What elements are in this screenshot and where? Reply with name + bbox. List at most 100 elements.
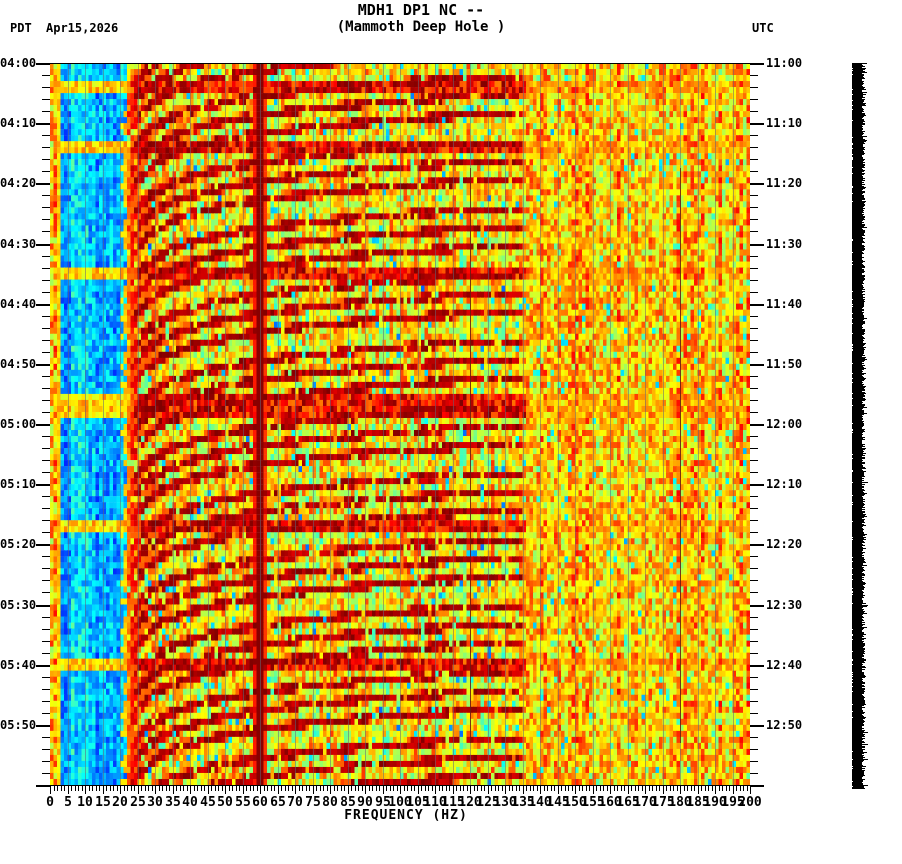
y-tick-right [750,352,758,353]
y-tick-right [750,556,758,557]
y-tick-right [750,713,758,714]
left-time-label: 04:40 [0,297,37,311]
y-tick-left [42,135,50,136]
right-time-label: 12:30 [766,598,803,612]
x-tick [449,785,450,791]
y-tick-right [750,580,758,581]
x-tick [729,785,730,791]
x-tick [292,785,293,791]
x-tick [400,785,401,794]
x-tick [715,785,716,794]
x-tick [218,785,219,791]
x-tick-label: 170 [633,795,657,810]
left-time-label: 05:00 [0,417,37,431]
x-tick [236,785,237,791]
x-tick [204,785,205,791]
y-tick-left [36,364,50,366]
x-tick [582,785,583,791]
x-tick [418,785,419,794]
x-tick [673,785,674,791]
y-tick-left [42,316,50,317]
x-tick [155,785,156,794]
y-tick-left [42,75,50,76]
x-tick-label: 95 [375,795,391,810]
x-tick [376,785,377,791]
y-tick-right [750,87,758,88]
x-tick [54,785,55,791]
x-tick [113,785,114,791]
date-label: Apr15,2026 [46,21,119,35]
x-tick [358,785,359,791]
x-tick [183,785,184,791]
x-tick [313,785,314,794]
y-tick-left [42,412,50,413]
x-tick-label: 75 [305,795,321,810]
y-tick-right [750,701,758,702]
x-tick-label: 15 [95,795,111,810]
x-tick [631,785,632,791]
x-tick [670,785,671,791]
x-tick [428,785,429,791]
y-tick-left [42,737,50,738]
x-tick [169,785,170,791]
x-tick [701,785,702,791]
x-tick [561,785,562,791]
right-time-label: 12:50 [766,718,803,732]
x-tick [194,785,195,791]
x-tick [362,785,363,791]
x-tick [68,785,69,794]
x-tick-label: 85 [340,795,356,810]
y-tick-left [42,376,50,377]
x-tick [656,785,657,791]
y-tick-right [750,135,758,136]
x-tick [117,785,118,791]
y-tick-left [42,292,50,293]
y-tick-left [42,87,50,88]
x-tick-label: 40 [182,795,198,810]
y-tick-left [42,472,50,473]
x-tick-label: 30 [147,795,163,810]
y-tick-left [36,123,50,125]
x-tick [85,785,86,794]
x-tick [187,785,188,791]
x-tick [712,785,713,791]
x-tick [379,785,380,791]
x-tick [614,785,615,791]
x-tick [145,785,146,791]
left-time-label: 05:50 [0,718,37,732]
x-tick-label: 60 [252,795,268,810]
x-tick [698,785,699,794]
x-tick [369,785,370,791]
x-tick [404,785,405,791]
y-tick-left [36,484,50,486]
x-tick [666,785,667,791]
x-tick [278,785,279,794]
x-tick [750,785,751,794]
y-tick-right [750,617,758,618]
y-tick-left [42,749,50,750]
y-tick-left [42,496,50,497]
x-tick [439,785,440,791]
x-tick [78,785,79,791]
x-tick [299,785,300,791]
x-tick [652,785,653,791]
y-tick-right [750,75,758,76]
x-axis-title: FREQUENCY (HZ) [344,808,468,823]
left-time-label: 04:20 [0,176,37,190]
x-tick [211,785,212,791]
x-tick-label: 70 [287,795,303,810]
y-tick-left [42,773,50,774]
y-tick-left [36,544,50,546]
y-tick-right [750,484,764,486]
y-tick-right [750,400,758,401]
left-time-label: 04:30 [0,237,37,251]
x-tick [89,785,90,791]
y-tick-right [750,605,764,607]
x-tick [491,785,492,791]
x-tick [341,785,342,791]
y-tick-right [750,171,758,172]
y-tick-left [42,761,50,762]
y-tick-right [750,111,758,112]
x-tick [351,785,352,791]
